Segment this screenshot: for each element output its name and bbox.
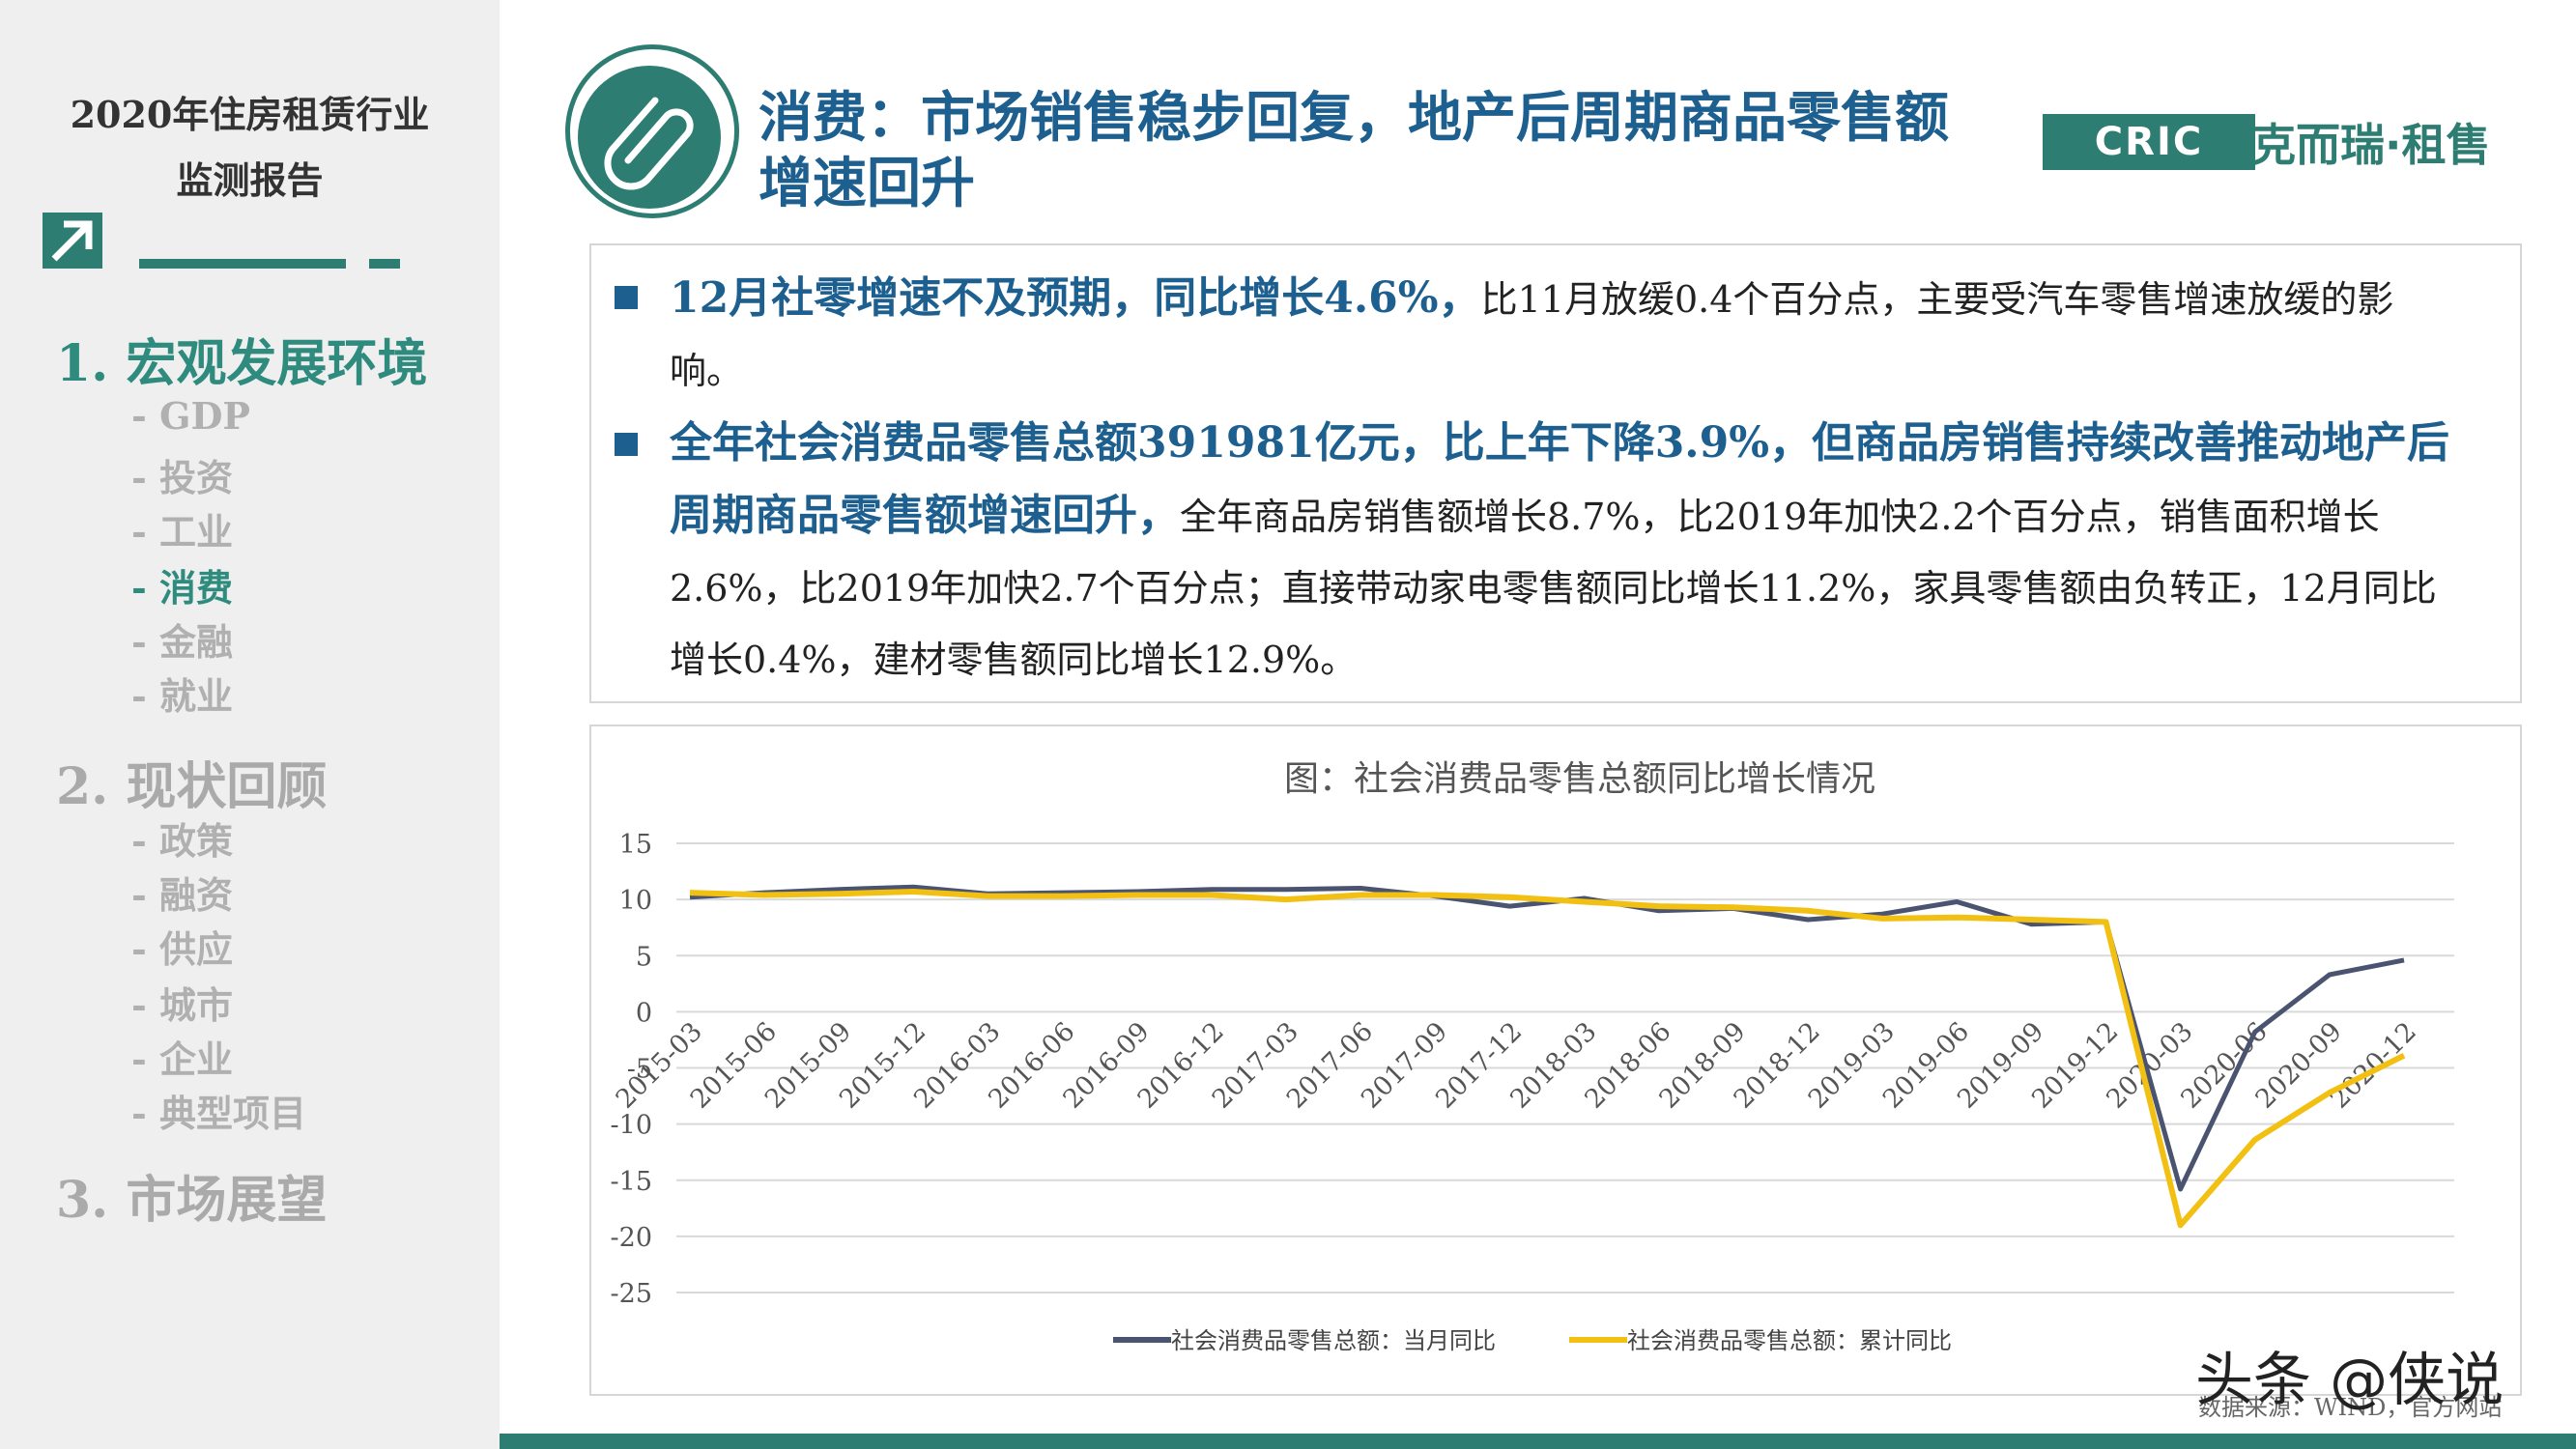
chart-title: 图：社会消费品零售总额同比增长情况 [1284,759,1875,799]
bullet-square-icon [615,286,638,309]
sidebar-item-city[interactable]: - 城市 [131,983,234,1027]
bottom-bar [500,1434,2576,1449]
y-tick-label: 0 [636,998,652,1028]
sidebar-item-employment[interactable]: - 就业 [131,674,234,718]
y-tick-label: -25 [611,1279,652,1309]
series-line-cumulative [689,889,2406,1229]
y-tick-label: -10 [611,1111,652,1141]
y-tick-label: 15 [619,830,652,860]
y-tick-label: -15 [611,1167,652,1197]
sidebar-section-outlook[interactable]: 3. 市场展望 [56,1171,328,1230]
summary-bullet-1: 12月社零增速不及预期，同比增长4.6%，比11月放缓0.4个百分点，主要受汽车… [670,263,2467,407]
y-tick-label: 5 [636,942,652,972]
bullet-1-highlight: 12月社零增速不及预期，同比增长4.6%， [670,273,1481,323]
bullet-2-highlight: 全年社会消费品零售总额391981亿元，比上年下降3.9%，但商品房销售持续改善… [670,418,2450,540]
bullet-1-text: 比11月放缓0.4个百分点，主要受汽车零售增速放缓的影响。 [670,278,2394,392]
arrow-icon [43,213,102,269]
legend-label: 社会消费品零售总额：当月同比 [1171,1327,1496,1354]
cric-logo: CRIC [2043,114,2255,170]
watermark: 头条 @侠说 [2195,1347,2504,1414]
sidebar-item-supply[interactable]: - 供应 [131,927,234,971]
bullet-2-text: 全年商品房销售额增长8.7%，比2019年加快2.2个百分点，销售面积增长2.6… [670,496,2437,681]
paperclip-icon [578,66,721,209]
sidebar-section-macro[interactable]: 1. 宏观发展环境 [56,334,428,393]
chart-frame [589,724,2522,1396]
page-title: 消费：市场销售稳步回复，地产后周期商品零售额 增速回升 [758,85,1976,216]
summary-box [589,243,2522,703]
y-tick-label: -5 [627,1055,652,1085]
sidebar-item-consumption[interactable]: - 消费 [131,566,234,610]
sidebar-item-policy[interactable]: - 政策 [131,819,234,863]
sidebar-item-finance[interactable]: - 金融 [131,620,234,664]
data-source: 数据来源：WIND，官方网站 [2198,1394,2503,1421]
brand-logo-text: 克而瑞·租售 [2251,119,2491,171]
legend-label: 社会消费品零售总额：累计同比 [1627,1327,1952,1354]
page-title-line1: 消费：市场销售稳步回复，地产后周期商品零售额 [758,86,1949,150]
sidebar-section-review[interactable]: 2. 现状回顾 [56,757,328,816]
paperclip-icon-ring [565,44,739,218]
decorative-line [139,259,346,269]
y-tick-label: -20 [611,1223,652,1253]
sidebar-item-industry[interactable]: - 工业 [131,510,234,554]
sidebar-item-enterprise[interactable]: - 企业 [131,1037,234,1081]
summary-bullet-2: 全年社会消费品零售总额391981亿元，比上年下降3.9%，但商品房销售持续改善… [670,408,2467,696]
sidebar-item-investment[interactable]: - 投资 [131,456,234,499]
y-tick-label: 10 [619,886,652,916]
sidebar-item-typical-project[interactable]: - 典型项目 [131,1092,307,1135]
sidebar-item-financing[interactable]: - 融资 [131,873,234,917]
series-line-monthly [689,884,2405,1192]
report-title-line2: 监测报告 [176,158,324,202]
decorative-line-short [369,259,400,269]
page-title-line2: 增速回升 [758,152,975,215]
sidebar: 2020年住房租赁行业 监测报告 1. 宏观发展环境 - GDP - 投资 - … [0,0,500,1449]
sidebar-item-gdp[interactable]: - GDP [131,394,250,438]
report-title-line1: 2020年住房租赁行业 [70,93,430,136]
bullet-square-icon [615,433,638,456]
